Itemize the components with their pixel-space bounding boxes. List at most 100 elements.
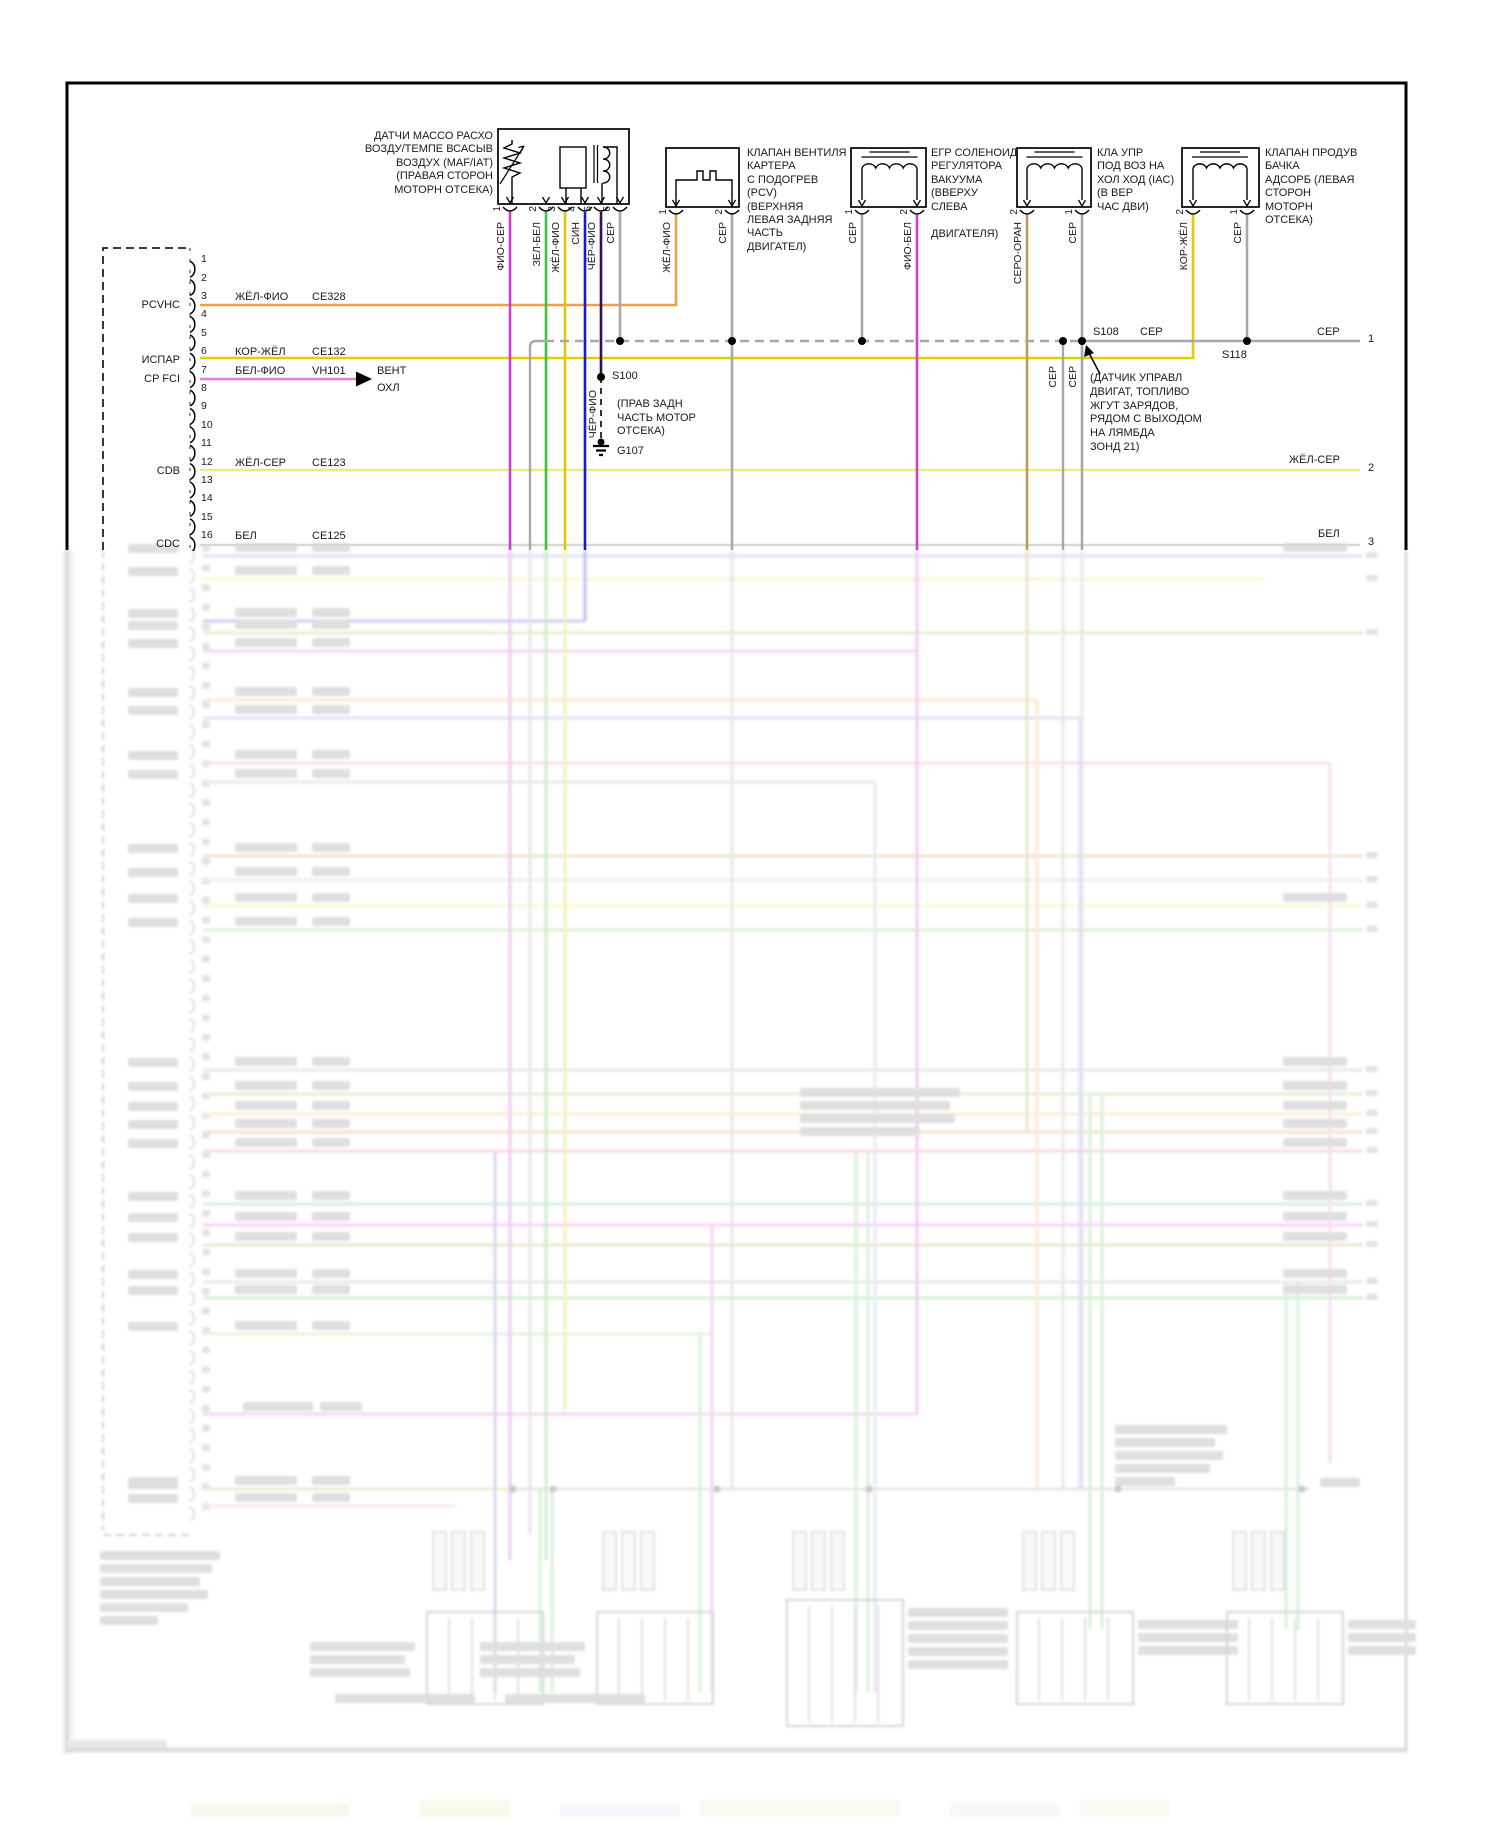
right-edge-wire-1: СЕР [1317,326,1340,338]
pcv-label-line: (PCV) [747,187,777,200]
component-pin-number: 2 [1175,209,1186,215]
connector-row-wire: ЖЁЛ-ФИО [235,291,289,303]
connector-row-name: PCVHC [141,299,180,311]
ground-label-g107: G107 [617,445,644,457]
s108-note-line: (ДАТЧИК УПРАВЛ [1090,372,1183,384]
component-pin-number: 1 [1229,209,1240,215]
maf-label-line: (ПРАВАЯ СТОРОН [396,170,493,183]
pcv-label-line: КЛАПАН ВЕНТИЛЯ [747,147,847,159]
pcv-label-line: КАРТЕРА [747,160,796,173]
connector-pin-number: 16 [201,529,213,542]
s108-note-line: НА ЛЯМБДА [1090,427,1155,440]
connector-pin-number: 5 [201,326,207,339]
s108-wire-label: СЕР [1140,326,1163,338]
component-pin-wire-label: СЕР [1232,222,1244,244]
maf-label-line: МОТОРН ОТСЕКА) [394,183,493,196]
connector-row-wire: БЕЛ [235,530,257,543]
connector-row-wire: ЖЁЛ-СЕР [235,456,286,469]
iac-label-line: ЧАС ДВИ) [1097,200,1149,213]
canister-label-line: КЛАПАН ПРОДУВ [1265,147,1358,159]
component-pin-wire-label: ЗЕЛ-БЕЛ [531,222,543,267]
canister-label-line: ОТСЕКА) [1265,214,1313,226]
right-edge-num-3: 3 [1368,536,1375,548]
connector-pin-number: 12 [201,455,213,468]
s100-note-line: (ПРАВ ЗАДН [617,398,683,410]
s108-note-line: ЗОНД 21) [1090,441,1140,453]
s108-note-line: РЯДОМ С ВЫХОДОМ [1090,413,1202,426]
connector-pin-number: 15 [201,510,213,523]
connector-pin-number: 14 [201,492,213,505]
component-pin-wire-label: ФИО-СЕР [495,222,507,271]
component-pin-number: 1 [492,206,503,212]
connector-pin-number: 1 [201,253,207,266]
connector-pin-number: 10 [201,418,213,431]
connector-row-code: VH101 [312,364,346,377]
component-pin-number: 5 [583,206,594,212]
component-pin-number: 6 [602,206,613,212]
component-pin-number: 4 [567,206,578,212]
component-pin-wire-label: СЕР [717,222,729,244]
right-edge-wire-2: ЖЁЛ-СЕР [1289,454,1340,466]
connector-row-name: ИСПАР [141,354,180,367]
connector-row-code: CE328 [312,291,346,303]
component-pin-wire-label: ЖЁЛ-ФИО [550,222,562,273]
egr-label-line: ЕГР СОЛЕНОИД [931,147,1018,159]
connector-row-wire: БЕЛ-ФИО [235,364,286,377]
connector-pin-number: 13 [201,474,213,486]
component-pin-number: 2 [1009,209,1020,215]
component-pin-number: 2 [899,209,910,215]
connector-row-code: CE125 [312,530,346,543]
s108-branch-label-1: СЕР [1047,366,1059,388]
connector-row-name: CDC [156,538,180,551]
connector-pin-number: 11 [201,437,212,450]
connector-row-code: CE132 [312,346,346,359]
connector-pin-number: 9 [201,400,207,413]
egr-label-line: РЕГУЛЯТОРА [931,160,1003,173]
iac-label-line: КЛА УПР [1097,147,1144,159]
egr-label-bottom: ДВИГАТЕЛЯ) [931,228,999,240]
component-pin-number: 1 [658,209,669,215]
connector-pin-number: 7 [201,363,207,376]
component-pin-wire-label: ЖЁЛ-ФИО [661,222,673,273]
component-pin-number: 3 [547,206,558,212]
right-edge-num-1: 1 [1368,333,1375,345]
egr-label-line: СЛЕВА [931,200,968,213]
connector-pin-number: 4 [201,308,207,321]
canister-label-line: МОТОРН [1265,200,1313,213]
s100-note-line: ЧАСТЬ МОТОР [617,411,696,424]
s100-wire-rotated-label: ЧЁР-ФИО [587,390,599,439]
splice-label-s100: S100 [612,370,638,382]
s108-note-line: ЖГУТ ЗАРЯДОВ, [1090,399,1179,412]
splice-label-s118: S118 [1222,349,1247,361]
maf-label-line: ВОЗДУХ (MAF/IAT) [395,156,493,169]
connector-pin-number: 3 [201,290,207,302]
component-pin-wire-label: ФИО-БЕЛ [902,222,914,270]
vent-label-line2: ОХЛ [377,382,400,394]
connector-pin-number: 6 [201,345,207,358]
pcv-label-line: (ВЕРХНЯЯ [747,200,804,213]
s108-branch-label-2: СЕР [1067,366,1079,388]
connector-row-wire: КОР-ЖЁЛ [235,346,286,359]
maf-label-line: ДАТЧИ МАССО РАСХО [373,130,493,142]
pcv-label-line: ДВИГАТЕЛ) [747,240,807,253]
iac-label-line: ХОЛ ХОД (IAC) [1097,173,1175,186]
pcv-label-line: ЛЕВАЯ ЗАДНЯЯ [747,214,833,226]
connector-row-name: CDB [156,464,180,477]
vent-label-line1: ВЕНТ [377,365,407,377]
pcv-label-line: ЧАСТЬ [747,227,783,240]
component-pin-wire-label: СЕРО-ОРАН [1012,222,1024,285]
component-pin-wire-label: ЧЁР-ФИО [586,222,598,271]
splice-label-s108: S108 [1093,326,1119,338]
component-pin-number: 1 [1064,209,1075,215]
s100-note-line: ОТСЕКА) [617,425,665,437]
component-pin-wire-label: СЕР [605,222,617,244]
canister-label-line: СТОРОН [1265,187,1311,200]
right-edge-num-2: 2 [1368,462,1375,474]
connector-pin-number: 2 [201,271,207,284]
connector-row-code: CE123 [312,456,346,469]
canister-label-line: БАЧКА [1265,160,1300,173]
iac-label-line: ПОД ВОЗ НА [1097,160,1165,173]
canister-label-line: АДСОРБ (ЛЕВАЯ [1265,173,1355,186]
